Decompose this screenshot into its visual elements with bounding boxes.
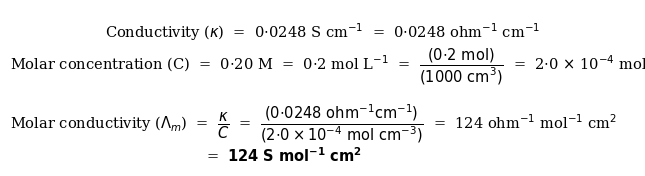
Text: =  $\mathbf{124\ S\ mol^{-1}\ cm^{2}}$: = $\mathbf{124\ S\ mol^{-1}\ cm^{2}}$	[206, 147, 362, 165]
Text: Molar conductivity ($\Lambda_m$)  =  $\dfrac{\kappa}{C}$  =  $\dfrac{(0{\cdot}02: Molar conductivity ($\Lambda_m$) = $\dfr…	[10, 102, 617, 145]
Text: Conductivity ($\kappa$)  =  0$\cdot$0248 S cm$^{-1}$  =  0$\cdot$0248 ohm$^{-1}$: Conductivity ($\kappa$) = 0$\cdot$0248 S…	[105, 21, 540, 43]
Text: Molar concentration (C)  =  0$\cdot$20 M  =  0$\cdot$2 mol L$^{-1}$  =  $\dfrac{: Molar concentration (C) = 0$\cdot$20 M =…	[10, 47, 645, 87]
